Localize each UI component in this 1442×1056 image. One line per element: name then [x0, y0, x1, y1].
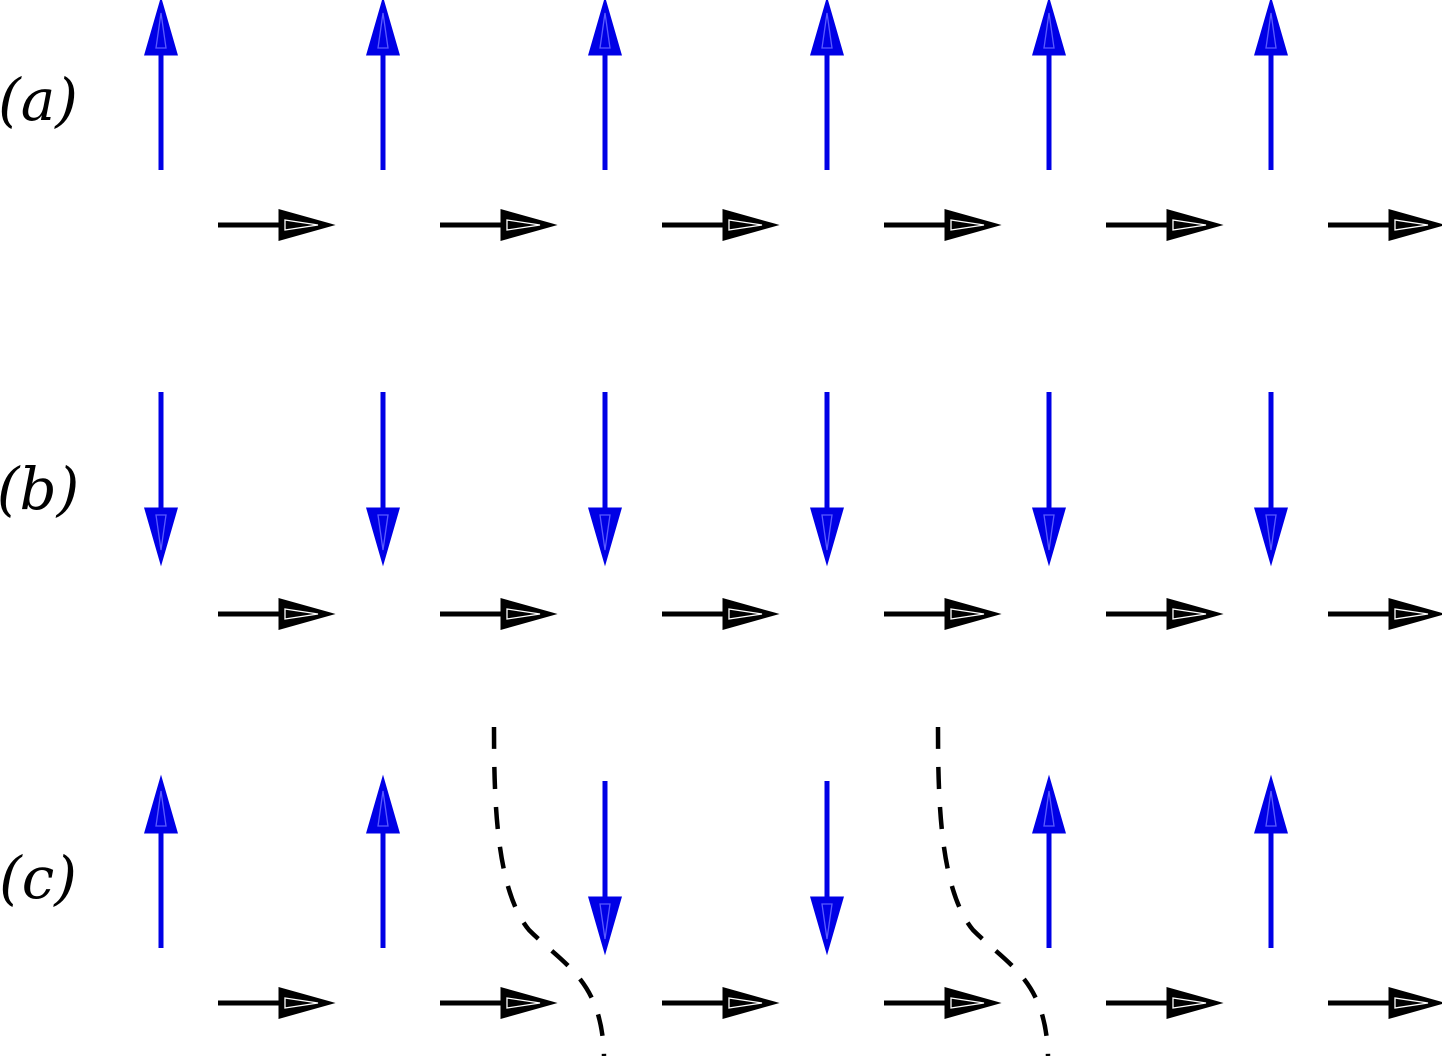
domain-wall-line [935, 726, 1051, 1056]
moment-arrow [218, 209, 336, 241]
moment-arrow [884, 598, 1002, 630]
panel-2: (b) [0, 392, 1442, 630]
moment-arrow [884, 209, 1002, 241]
moment-arrow [440, 209, 558, 241]
panel-label: (a) [0, 66, 78, 134]
moment-arrow [662, 987, 780, 1019]
panel-3: (c) [0, 726, 1442, 1056]
spin-up-arrow [144, 0, 178, 170]
moment-arrow [1328, 987, 1442, 1019]
spin-down-arrow [144, 392, 178, 567]
moment-arrow [662, 209, 780, 241]
moment-arrow [1106, 987, 1224, 1019]
spin-up-arrow [588, 0, 622, 170]
moment-arrow [1328, 209, 1442, 241]
panel-1: (a) [0, 0, 1442, 241]
spin-up-arrow [1254, 774, 1288, 948]
moment-arrow [1106, 598, 1224, 630]
moment-arrow [662, 598, 780, 630]
spin-down-arrow [810, 781, 844, 956]
panel-label: (b) [0, 455, 79, 523]
spin-down-arrow [366, 392, 400, 567]
spin-up-arrow [1032, 774, 1066, 948]
moment-arrow [1106, 209, 1224, 241]
panel-label: (c) [0, 844, 77, 912]
moment-arrow [884, 987, 1002, 1019]
spin-down-arrow [588, 392, 622, 567]
moment-arrow [440, 598, 558, 630]
spin-up-arrow [144, 774, 178, 948]
spin-up-arrow [366, 0, 400, 170]
spin-down-arrow [1032, 392, 1066, 567]
moment-arrow [440, 987, 558, 1019]
moment-arrow [218, 987, 336, 1019]
domain-wall-line [491, 726, 607, 1056]
spin-up-arrow [1254, 0, 1288, 170]
spin-down-arrow [1254, 392, 1288, 567]
moment-arrow [218, 598, 336, 630]
spin-down-arrow [810, 392, 844, 567]
spin-up-arrow [1032, 0, 1066, 170]
spin-up-arrow [810, 0, 844, 170]
spin-up-arrow [366, 774, 400, 948]
moment-arrow [1328, 598, 1442, 630]
spin-down-arrow [588, 781, 622, 956]
